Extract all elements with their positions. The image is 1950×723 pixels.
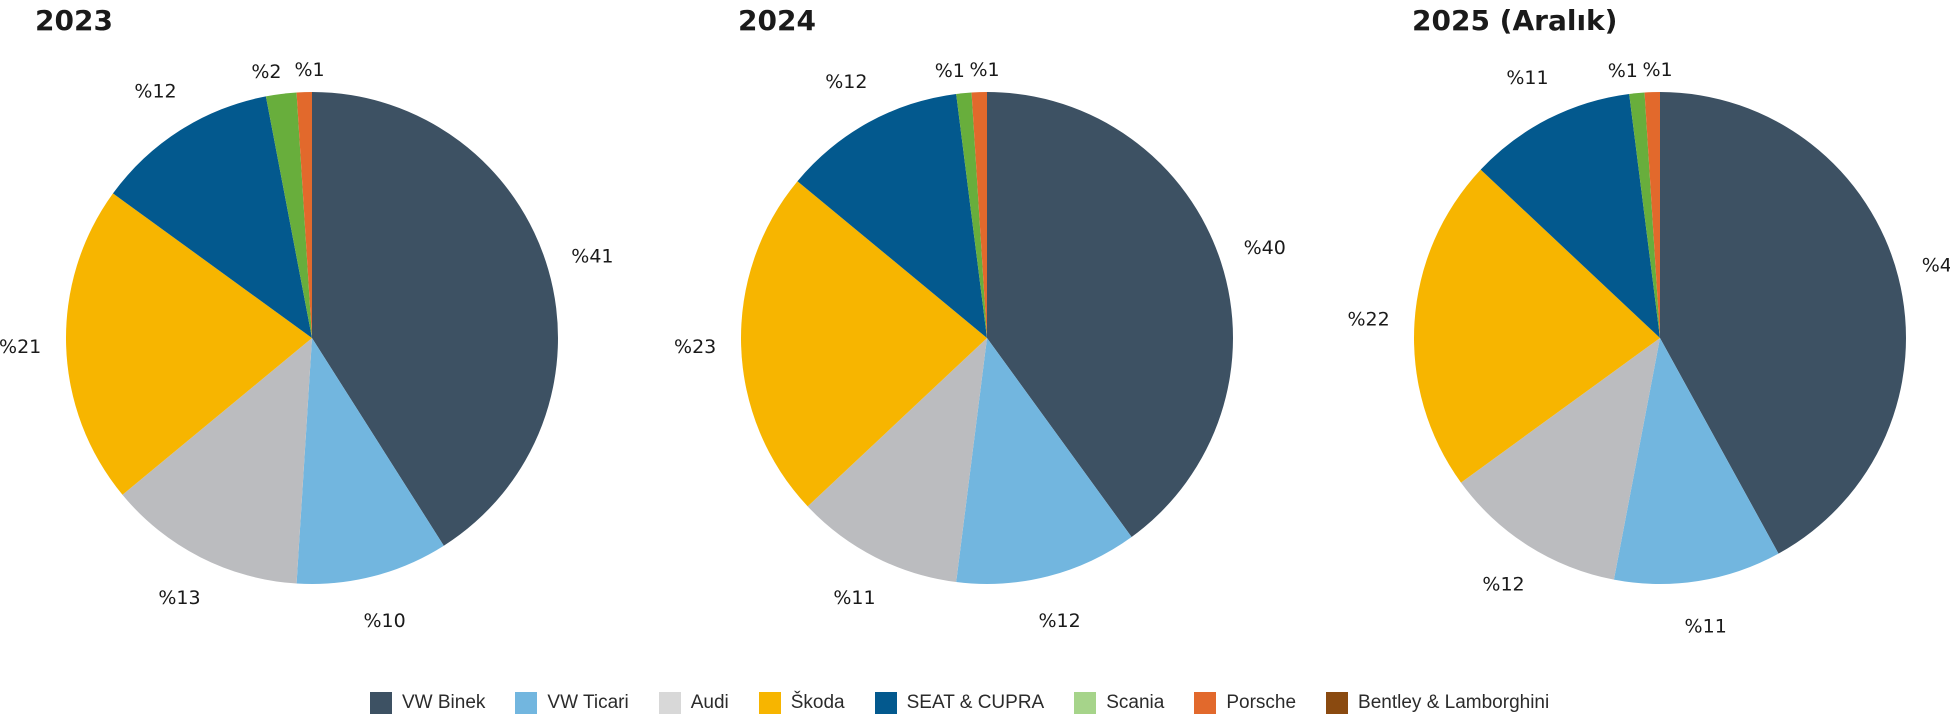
pie-slice-audi bbox=[1460, 338, 1660, 580]
legend-item-scania: Scania bbox=[1074, 692, 1164, 714]
pie-slice-porsche bbox=[296, 92, 312, 338]
slice-label: %22 bbox=[1347, 309, 1389, 331]
pie-slice-vw-ticari bbox=[296, 338, 444, 584]
legend-swatch bbox=[1326, 692, 1349, 714]
slice-label: %23 bbox=[674, 336, 716, 358]
legend-label: SEAT & CUPRA bbox=[906, 692, 1045, 713]
slice-label: %1 bbox=[1608, 60, 1638, 82]
legend-swatch bbox=[758, 692, 781, 714]
slice-label: %1 bbox=[935, 60, 965, 82]
legend-item-porsche: Porsche bbox=[1194, 692, 1296, 714]
slice-label: %11 bbox=[833, 587, 875, 609]
pie-slice-vw-ticari bbox=[956, 338, 1132, 585]
pie-svg-2025: %42 %11 %12 %22 %11 %1%1 bbox=[1347, 59, 1950, 637]
legend-label: Audi bbox=[690, 692, 729, 713]
legend-label: Porsche bbox=[1226, 692, 1297, 713]
slice-label: %10 bbox=[364, 610, 406, 632]
legend-label: Scania bbox=[1106, 692, 1165, 713]
pie-chart-2025: 2025 (Aralık) %42 %11 %12 %22 %11 %1%1 bbox=[1300, 0, 1950, 660]
pie-slice-vw-binek bbox=[312, 92, 558, 546]
legend-item-vw-binek: VW Binek bbox=[370, 692, 485, 714]
slice-label: %1 bbox=[970, 59, 1000, 81]
legend-swatch bbox=[1194, 692, 1217, 714]
legend-swatch bbox=[874, 692, 897, 714]
slice-label: %40 bbox=[1244, 237, 1286, 259]
slice-label: %12 bbox=[134, 80, 176, 102]
legend-label: Škoda bbox=[790, 692, 845, 713]
legend-label: Bentley & Lamborghini bbox=[1358, 692, 1550, 713]
pie-slice-seat-cupra bbox=[1480, 93, 1660, 338]
pie-slice-audi bbox=[807, 338, 987, 583]
pie-slice-porsche bbox=[971, 92, 987, 338]
slice-label: %41 bbox=[571, 246, 613, 268]
slice-label: %12 bbox=[1482, 574, 1524, 596]
pie-slice-scania bbox=[1629, 92, 1660, 338]
pie-svg-2024: %40 %12 %11 %23 %12 %1 %1 bbox=[674, 59, 1286, 632]
legend-item-bentley-lamborghini: Bentley & Lamborghini bbox=[1326, 692, 1549, 714]
pie-slice-seat-cupra bbox=[112, 96, 313, 339]
legend-item-skoda: Škoda bbox=[758, 692, 845, 714]
legend-item-audi: Audi bbox=[658, 692, 729, 714]
pie-slice-vw-binek bbox=[1660, 92, 1906, 554]
slice-label: %2 bbox=[251, 61, 281, 83]
chart-title-2023: 2023 bbox=[35, 4, 113, 37]
pie-slice--koda bbox=[741, 181, 987, 507]
pie-slice-vw-binek bbox=[987, 92, 1233, 538]
slice-label: %1 bbox=[1643, 59, 1673, 81]
chart-title-2024: 2024 bbox=[738, 4, 816, 37]
legend-swatch bbox=[1074, 692, 1097, 714]
pie-slice--koda bbox=[1414, 169, 1660, 483]
slice-label: %21 bbox=[0, 336, 41, 358]
legend-swatch bbox=[370, 692, 392, 714]
legend-item-vw-ticari: VW Ticari bbox=[515, 692, 629, 714]
slice-label: %13 bbox=[158, 587, 200, 609]
pie-svg-2023: %41 %10 %13 %21 %12 %2 %1 bbox=[0, 59, 614, 632]
legend-swatch bbox=[515, 692, 538, 714]
chart-title-2025: 2025 (Aralık) bbox=[1412, 4, 1618, 37]
slice-label: %11 bbox=[1685, 615, 1727, 637]
pie-slice--koda bbox=[66, 193, 312, 495]
pie-slice-vw-ticari bbox=[1613, 338, 1779, 584]
pie-slice-scania bbox=[956, 92, 987, 338]
pie-slice-audi bbox=[122, 338, 313, 584]
legend-label: VW Binek bbox=[402, 692, 486, 713]
pie-slice-seat-cupra bbox=[797, 93, 987, 338]
slice-label: %11 bbox=[1506, 67, 1548, 89]
slice-label: %1 bbox=[295, 59, 325, 81]
slice-label: %42 bbox=[1922, 254, 1950, 276]
pie-chart-2023: 2023 %41 %10 %13 %21 %12 %2 %1 bbox=[0, 0, 650, 660]
pie-slice-porsche bbox=[1644, 92, 1660, 338]
legend-label: VW Ticari bbox=[547, 692, 629, 713]
legend-item-seat-cupra: SEAT & CUPRA bbox=[874, 692, 1045, 714]
slice-label: %12 bbox=[825, 71, 867, 93]
slice-label: %12 bbox=[1039, 610, 1081, 632]
legend: VW Binek VW Ticari Audi Škoda SEAT & CUP… bbox=[370, 692, 1579, 714]
pie-slice-scania bbox=[265, 92, 312, 338]
pie-chart-2024: 2024 %40 %12 %11 %23 %12 %1 %1 bbox=[650, 0, 1300, 660]
legend-swatch bbox=[658, 692, 681, 714]
